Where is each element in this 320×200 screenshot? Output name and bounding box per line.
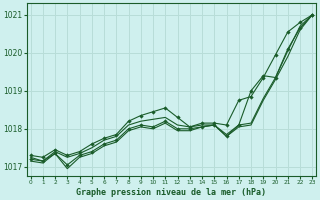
X-axis label: Graphe pression niveau de la mer (hPa): Graphe pression niveau de la mer (hPa) (76, 188, 267, 197)
